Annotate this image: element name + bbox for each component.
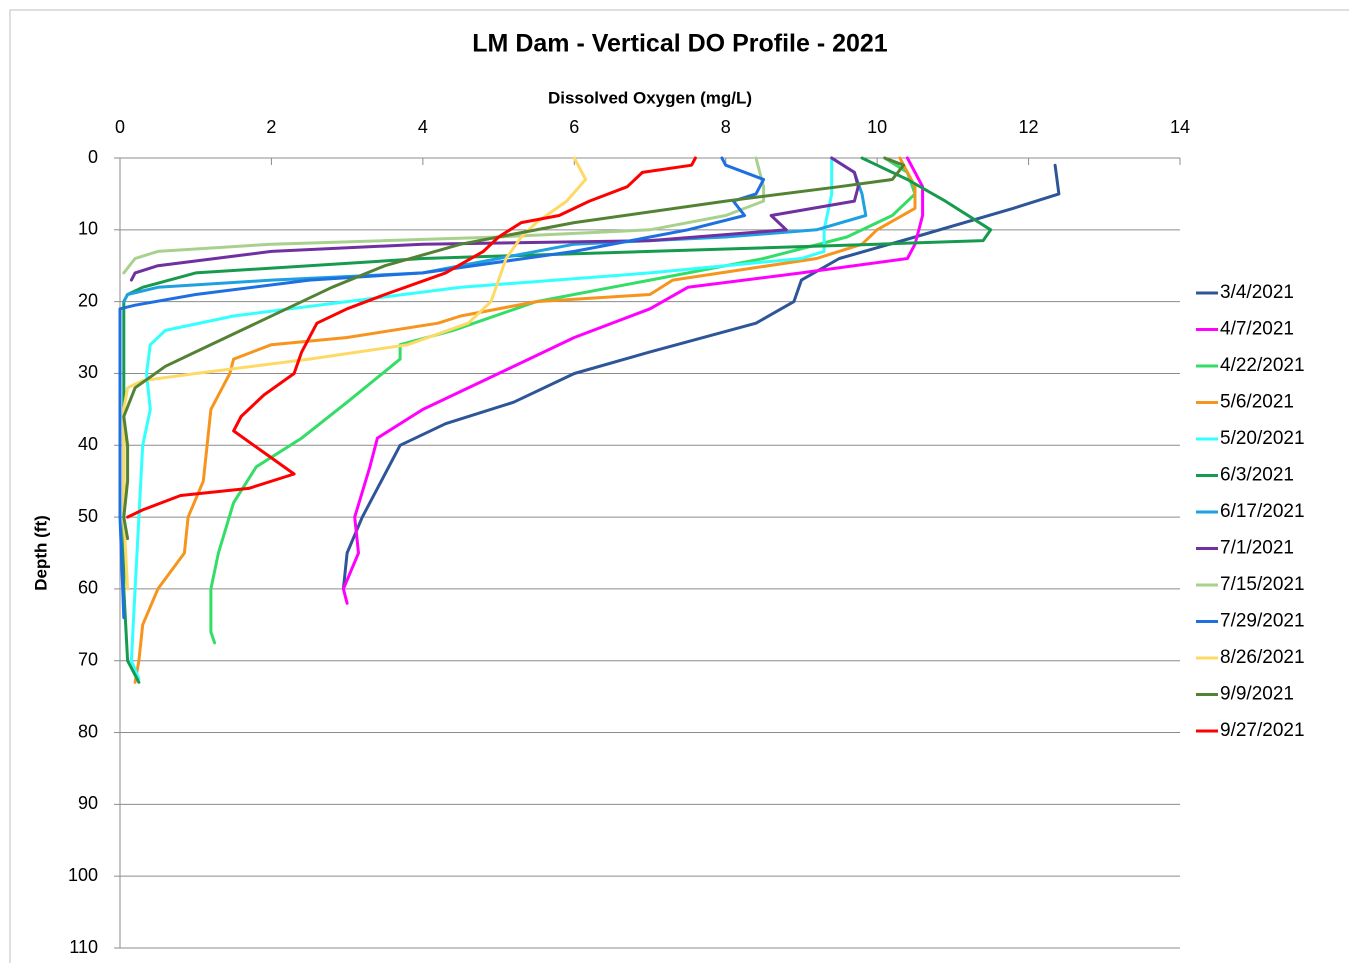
- series-line: [341, 163, 1061, 591]
- x-tick-label: 12: [1019, 117, 1039, 137]
- x-tick-label: 4: [418, 117, 428, 137]
- y-axis-label: Depth (ft): [31, 515, 50, 591]
- y-tick-label: 10: [78, 219, 98, 239]
- legend-label: 9/9/2021: [1220, 684, 1294, 705]
- x-tick-label: 2: [266, 117, 276, 137]
- legend-label: 6/17/2021: [1220, 501, 1305, 522]
- x-axis-label: Dissolved Oxygen (mg/L): [548, 88, 752, 107]
- y-tick-label: 110: [69, 937, 98, 957]
- y-tick-label: 100: [68, 865, 98, 885]
- y-tick-label: 60: [78, 578, 98, 598]
- x-tick-label: 6: [569, 117, 579, 137]
- y-tick-label: 30: [78, 362, 98, 382]
- legend-label: 5/20/2021: [1220, 428, 1305, 449]
- legend-label: 7/15/2021: [1220, 574, 1305, 595]
- chart-title: LM Dam - Vertical DO Profile - 2021: [472, 30, 888, 58]
- series-line: [129, 156, 834, 681]
- series-line: [122, 156, 868, 304]
- series-line: [126, 156, 697, 519]
- y-tick-label: 50: [78, 506, 98, 526]
- legend-label: 6/3/2021: [1220, 465, 1294, 486]
- chart-frame: [9, 9, 1349, 963]
- series-line: [118, 156, 766, 620]
- series-line: [122, 156, 766, 275]
- y-tick-label: 0: [88, 147, 98, 167]
- legend-label: 5/6/2021: [1220, 392, 1294, 413]
- x-tick-label: 14: [1170, 117, 1190, 137]
- legend-label: 3/4/2021: [1220, 282, 1294, 303]
- legend-label: 7/1/2021: [1220, 538, 1294, 559]
- x-tick-label: 8: [721, 117, 731, 137]
- series-line: [133, 156, 917, 684]
- legend-label: 8/26/2021: [1220, 647, 1305, 668]
- legend-label: 7/29/2021: [1220, 611, 1305, 632]
- y-tick-label: 70: [78, 649, 98, 669]
- y-tick-label: 80: [78, 721, 98, 741]
- x-tick-label: 10: [867, 117, 887, 137]
- legend-label: 4/7/2021: [1220, 319, 1294, 340]
- y-tick-label: 20: [78, 290, 98, 310]
- y-tick-label: 40: [78, 434, 98, 454]
- legend-label: 9/27/2021: [1220, 720, 1305, 741]
- legend-label: 4/22/2021: [1220, 355, 1305, 376]
- y-tick-label: 90: [78, 793, 98, 813]
- series-line: [341, 156, 925, 605]
- series-line: [122, 156, 906, 541]
- x-tick-label: 0: [115, 117, 125, 137]
